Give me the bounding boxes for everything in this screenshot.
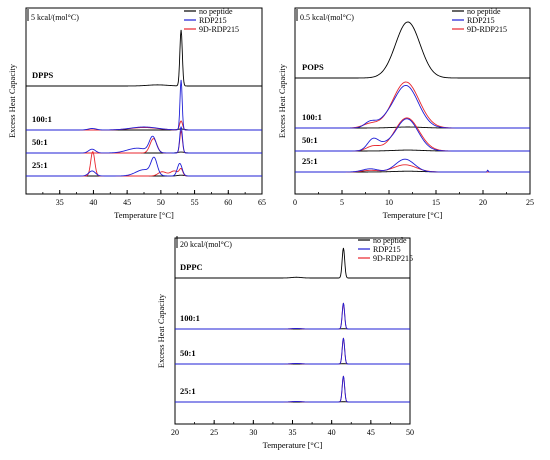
x-tick-label: 50: [157, 198, 165, 207]
y-axis-label: Excess Heat Capacity: [7, 63, 17, 138]
sample-label: DPPC: [180, 262, 203, 272]
trace-rdp215: [26, 126, 262, 154]
trace-no-peptide: [295, 21, 530, 79]
scale-label: 0.5 kcal/(mol°C): [300, 13, 354, 22]
x-tick-label: 40: [89, 198, 97, 207]
x-tick-label: 15: [432, 198, 440, 207]
trace-9d-rdp215: [175, 337, 410, 365]
x-tick-label: 0: [293, 198, 297, 207]
trace-rdp215: [175, 375, 410, 403]
sample-label: POPS: [302, 62, 324, 72]
trace-rdp215: [175, 302, 410, 330]
legend-entry: 9D-RDP215: [467, 25, 507, 34]
plot-frame: [174, 237, 411, 425]
x-axis-label: Temperature [°C]: [383, 210, 443, 220]
trace-9d-rdp215: [26, 129, 262, 154]
sample-label: 25:1: [32, 160, 48, 170]
x-tick-label: 20: [171, 428, 179, 437]
sample-label: 50:1: [32, 137, 48, 147]
plot-frame: [25, 7, 263, 195]
sample-label: 50:1: [180, 348, 196, 358]
dsc-panel-3: 20 25 30 35 40 45 50 Temperature [°C] Excess Hea…: [156, 236, 414, 450]
dsc-panel-2: 0 5 10 15 20 25 Temperature [°C] Excess Heat Ca…: [277, 7, 534, 220]
scale-label: 20 kcal/(mol°C): [180, 240, 232, 249]
x-tick-label: 25: [210, 428, 218, 437]
legend-entry: RDP215: [373, 245, 401, 254]
trace-no-peptide: [175, 247, 410, 279]
x-tick-label: 45: [123, 198, 131, 207]
legend-entry: 9D-RDP215: [373, 254, 413, 263]
trace-9d-rdp215: [175, 375, 410, 403]
trace-rdp215: [26, 156, 262, 177]
x-tick-label: 35: [289, 428, 297, 437]
trace-rdp215: [295, 84, 530, 129]
scale-label: 5 kcal/(mol°C): [31, 13, 79, 22]
x-tick-label: 50: [406, 428, 414, 437]
x-tick-label: 35: [56, 198, 64, 207]
legend-entry: no peptide: [199, 7, 233, 16]
sample-label: 100:1: [302, 112, 322, 122]
legend-entry: 9D-RDP215: [199, 25, 239, 34]
sample-label: 50:1: [302, 135, 318, 145]
trace-no-peptide: [26, 29, 262, 87]
sample-label: 25:1: [180, 386, 196, 396]
y-axis-label: Excess Heat Capacity: [277, 63, 287, 138]
trace-rdp215: [295, 118, 530, 152]
trace-9d-rdp215: [26, 150, 262, 177]
legend-entry: RDP215: [467, 16, 495, 25]
y-axis-label: Excess Heat Capacity: [156, 293, 166, 368]
trace-9d-rdp215: [26, 120, 262, 131]
x-tick-label: 30: [249, 428, 257, 437]
x-tick-label: 55: [191, 198, 199, 207]
trace-rdp215: [26, 79, 262, 131]
x-axis-label: Temperature [°C]: [263, 440, 323, 450]
x-axis-label: Temperature [°C]: [114, 210, 174, 220]
sample-label: 100:1: [32, 114, 52, 124]
legend-entry: no peptide: [373, 236, 407, 245]
x-tick-label: 60: [224, 198, 232, 207]
x-tick-label: 45: [367, 428, 375, 437]
x-tick-label: 25: [526, 198, 534, 207]
trace-rdp215: [295, 158, 530, 173]
dsc-panel-1: 35 40 45 50 55 60 65 Temperature [°C] Excess Hea…: [7, 7, 266, 220]
sample-label: 25:1: [302, 156, 318, 166]
x-tick-label: 65: [258, 198, 266, 207]
trace-9d-rdp215: [175, 302, 410, 330]
x-tick-label: 5: [340, 198, 344, 207]
sample-label: DPPS: [32, 70, 54, 80]
legend-entry: no peptide: [467, 7, 501, 16]
sample-label: 100:1: [180, 313, 200, 323]
x-tick-label: 20: [479, 198, 487, 207]
legend-entry: RDP215: [199, 16, 227, 25]
x-tick-label: 10: [385, 198, 393, 207]
trace-rdp215: [175, 337, 410, 365]
x-tick-label: 40: [328, 428, 336, 437]
